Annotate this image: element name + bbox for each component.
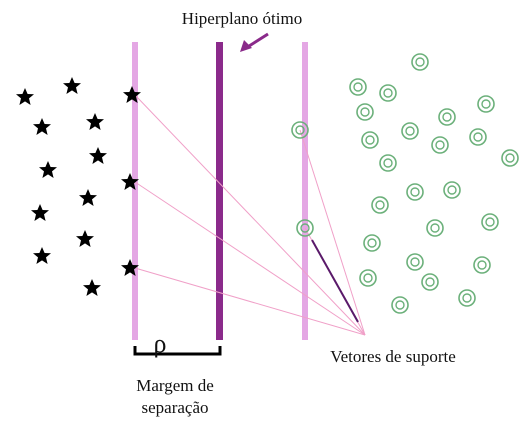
support-vectors-label: Vetores de suporte bbox=[330, 347, 456, 366]
arrow bbox=[240, 32, 269, 52]
support-line-dark bbox=[311, 239, 359, 323]
margin-label: separação bbox=[141, 398, 208, 417]
title: Hiperplano ótimo bbox=[182, 9, 302, 28]
margin-line-right bbox=[302, 42, 308, 340]
optimal-hyperplane bbox=[216, 42, 223, 340]
margin-line-left bbox=[132, 42, 138, 340]
margin-label: Margem de bbox=[136, 376, 214, 395]
support-lines bbox=[134, 94, 366, 336]
circles bbox=[291, 53, 519, 314]
stars bbox=[16, 77, 141, 296]
margin-bracket bbox=[133, 346, 222, 356]
margin-symbol: ρ bbox=[154, 329, 167, 358]
